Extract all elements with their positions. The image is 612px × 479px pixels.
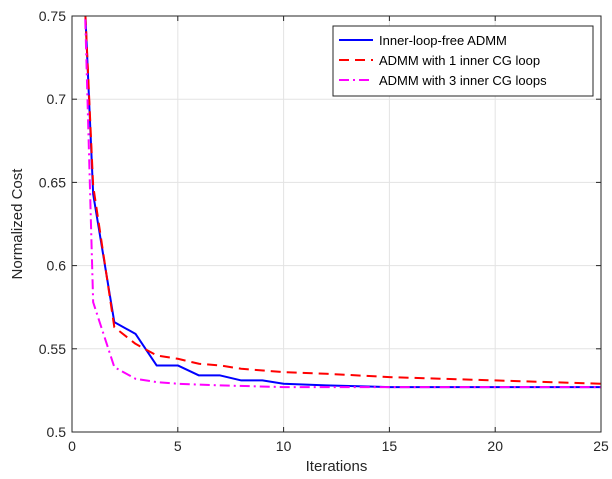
y-tick-label: 0.55 [39, 341, 66, 357]
x-tick-label: 0 [68, 438, 76, 454]
legend-entry: ADMM with 1 inner CG loop [379, 53, 540, 68]
x-tick-label: 25 [593, 438, 609, 454]
plot-frame [71, 15, 602, 433]
tick-labels: 0 5 10 15 20 25 0.5 0.55 0.6 0.65 0.7 0.75 [39, 8, 609, 454]
x-tick-label: 15 [382, 438, 398, 454]
y-tick-label: 0.65 [39, 174, 66, 190]
legend-box [332, 25, 594, 97]
x-axis-label: Iterations [306, 458, 368, 475]
x-tick-label: 20 [487, 438, 503, 454]
y-tick-label: 0.75 [39, 8, 66, 24]
x-tick-label: 10 [276, 438, 292, 454]
legend-entry: Inner-loop-free ADMM [379, 33, 507, 48]
series-line-2 [84, 16, 601, 385]
y-tick-label: 0.6 [47, 258, 67, 274]
y-tick-label: 0.7 [47, 91, 67, 107]
y-tick-label: 0.5 [47, 424, 67, 440]
series-line-3 [84, 16, 601, 389]
series-group [84, 16, 601, 389]
legend-entry: ADMM with 3 inner CG loops [379, 73, 547, 88]
legend: Inner-loop-free ADMM ADMM with 1 inner CG… [332, 25, 594, 97]
y-axis-label: Normalized Cost [9, 168, 26, 280]
x-tick-label: 5 [174, 438, 182, 454]
